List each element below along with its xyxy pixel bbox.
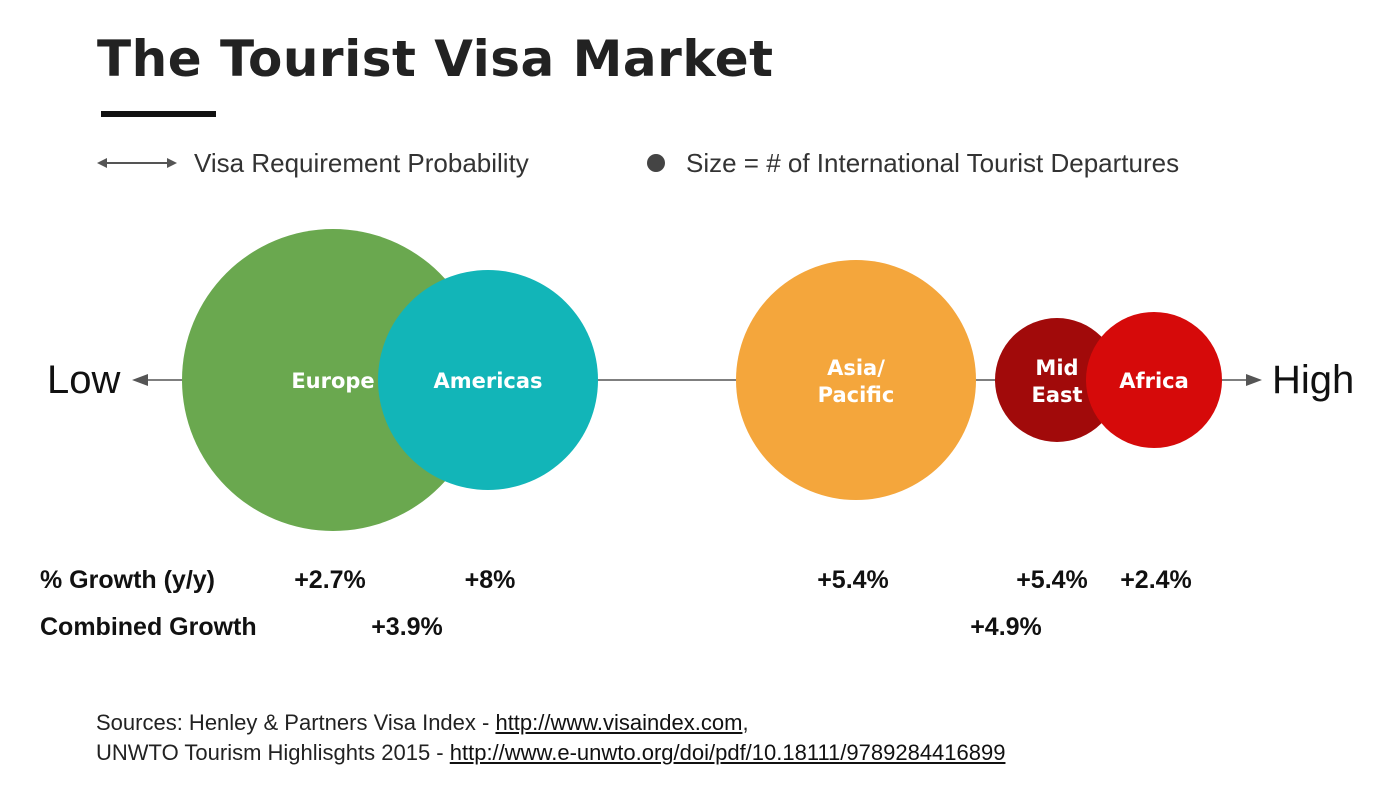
- label-asia-pacific-1: Asia/: [827, 356, 885, 380]
- bubble-mid-east: [995, 318, 1119, 442]
- arrow-right-icon: [1246, 374, 1262, 386]
- label-europe: Europe: [291, 369, 374, 393]
- sources-line-1-text: Sources: Henley & Partners Visa Index -: [96, 710, 496, 735]
- label-mid-east-1: Mid: [1035, 356, 1078, 380]
- combined-mid-east-africa: +4.9%: [970, 613, 1042, 641]
- growth-americas: +8%: [464, 566, 516, 594]
- bubble-americas: [378, 270, 598, 490]
- growth-europe: +2.7%: [294, 566, 366, 594]
- growth-asia-pacific: +5.4%: [817, 566, 889, 594]
- label-mid-east-2: East: [1031, 383, 1082, 407]
- bubble-africa: [1086, 312, 1222, 448]
- combined-europe-americas: +3.9%: [371, 613, 443, 641]
- page-title: The Tourist Visa Market: [97, 30, 774, 88]
- title-underline: [101, 111, 216, 117]
- bubble-diagram: Europe Americas Asia/ Pacific Mid East A…: [132, 229, 1262, 531]
- legend-size-text: Size = # of International Tourist Depart…: [686, 147, 1180, 178]
- legend-size: Size = # of International Tourist Depart…: [686, 146, 1179, 180]
- visaindex-link[interactable]: http://www.visaindex.com: [495, 710, 743, 735]
- unwto-link[interactable]: http://www.e-unwto.org/doi/pdf/10.18111/…: [449, 740, 1006, 765]
- sources-line-2-text: UNWTO Tourism Highlisghts 2015 -: [96, 740, 450, 765]
- double-arrow-icon: [97, 158, 177, 168]
- sources-line-1: Sources: Henley & Partners Visa Index - …: [96, 708, 1005, 738]
- circle-icon: [647, 154, 665, 172]
- growth-africa: +2.4%: [1120, 566, 1192, 594]
- legend-axis: Visa Requirement Probability: [194, 146, 529, 180]
- growth-mid-east: +5.4%: [1016, 566, 1088, 594]
- legend-axis-text: Visa Requirement Probability: [194, 147, 529, 178]
- sources: Sources: Henley & Partners Visa Index - …: [96, 708, 1005, 768]
- combined-row-label: Combined Growth: [40, 613, 257, 641]
- label-americas: Americas: [433, 369, 542, 393]
- label-africa: Africa: [1119, 369, 1189, 393]
- sources-line-2: UNWTO Tourism Highlisghts 2015 - http://…: [96, 738, 1005, 768]
- growth-row-label: % Growth (y/y): [40, 566, 216, 594]
- bubble-asia-pacific: [736, 260, 976, 500]
- sources-line-1-suffix: ,: [742, 710, 749, 735]
- label-asia-pacific-2: Pacific: [818, 383, 895, 407]
- arrow-left-icon: [132, 374, 148, 386]
- axis-high-label: High: [1272, 358, 1355, 402]
- axis-low-label: Low: [47, 358, 121, 402]
